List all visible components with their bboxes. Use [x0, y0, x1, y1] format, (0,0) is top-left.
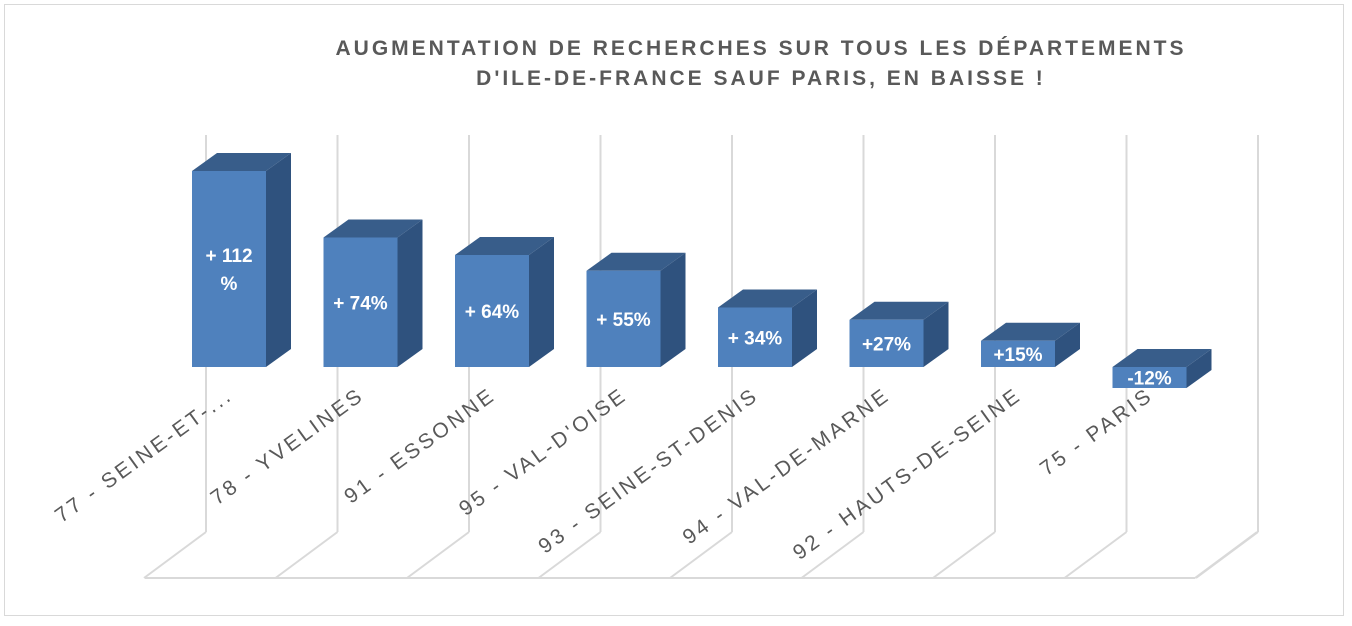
- bar-front-face: [586, 270, 661, 367]
- data-label: %: [221, 274, 238, 295]
- bar-layer: + 112% + 74% + 64% + 55% + 34% +27% +15% -12%: [192, 153, 1212, 390]
- data-label: -12%: [1127, 369, 1171, 390]
- data-label: +15%: [993, 345, 1042, 366]
- data-label: +27%: [862, 334, 911, 355]
- gridline-floor: [143, 531, 207, 579]
- bar-top-face: [981, 322, 1080, 341]
- bar-6: +15%: [981, 322, 1080, 367]
- data-label: + 55%: [596, 310, 651, 331]
- bar-4: + 34%: [718, 289, 817, 367]
- gridline-floor: [800, 531, 865, 579]
- category-label: 92 - HAUTS-DE-SEINE: [789, 383, 1026, 564]
- bar-side-face: [266, 153, 291, 367]
- bar-front-face: [1112, 367, 1187, 388]
- bar-0: + 112%: [192, 153, 291, 367]
- bar-front-face: [455, 255, 529, 367]
- gridline-floor: [669, 531, 733, 579]
- data-label: + 64%: [465, 302, 520, 323]
- bar-top-face: [849, 301, 949, 320]
- bar-top-face: [1112, 349, 1212, 367]
- bar-side-face: [923, 301, 949, 367]
- bar-front-face: [981, 340, 1055, 367]
- gridline-floor: [537, 531, 602, 579]
- bar-front-face: [718, 307, 792, 367]
- gridline-floor: [932, 531, 996, 579]
- bar-1: + 74%: [323, 219, 423, 367]
- data-label: + 74%: [333, 293, 388, 314]
- category-label: 77 - SEINE-ET-...: [51, 383, 237, 527]
- bar-top-face: [586, 252, 686, 271]
- bar-top-face: [455, 237, 554, 255]
- bar-side-face: [397, 219, 423, 367]
- bar-front-face: [192, 171, 266, 367]
- gridline-floor: [406, 531, 470, 579]
- bar-top-face: [192, 153, 291, 171]
- gridline-floor: [1195, 531, 1259, 579]
- category-label: 93 - SEINE-ST-DENIS: [534, 383, 763, 558]
- data-label: + 112: [205, 246, 252, 267]
- bar-front-face: [849, 319, 924, 367]
- gridline-floor: [274, 531, 339, 579]
- bar-front-face: [323, 237, 398, 367]
- bar-side-face: [660, 252, 686, 367]
- bar-3: + 55%: [586, 252, 686, 367]
- bar-2: + 64%: [455, 237, 554, 367]
- bar-7: -12%: [1112, 349, 1212, 390]
- data-label: + 34%: [728, 328, 783, 349]
- bar-side-face: [529, 237, 554, 367]
- bar-side-face: [1186, 349, 1212, 388]
- bar-top-face: [323, 219, 423, 238]
- bar-top-face: [718, 289, 817, 308]
- chart-title-line-2: D'ILE-DE-FRANCE SAUF PARIS, EN BAISSE !: [476, 67, 1046, 90]
- bar-5: +27%: [849, 301, 949, 367]
- category-label: 94 - VAL-DE-MARNE: [679, 383, 895, 549]
- bar-side-face: [792, 289, 817, 367]
- category-label: 75 - PARIS: [1036, 383, 1158, 480]
- bar-side-face: [1055, 322, 1080, 367]
- chart-title-line-1: AUGMENTATION DE RECHERCHES SUR TOUS LES …: [336, 37, 1187, 60]
- gridline-floor: [1063, 531, 1128, 579]
- grid-layer: [143, 135, 1259, 579]
